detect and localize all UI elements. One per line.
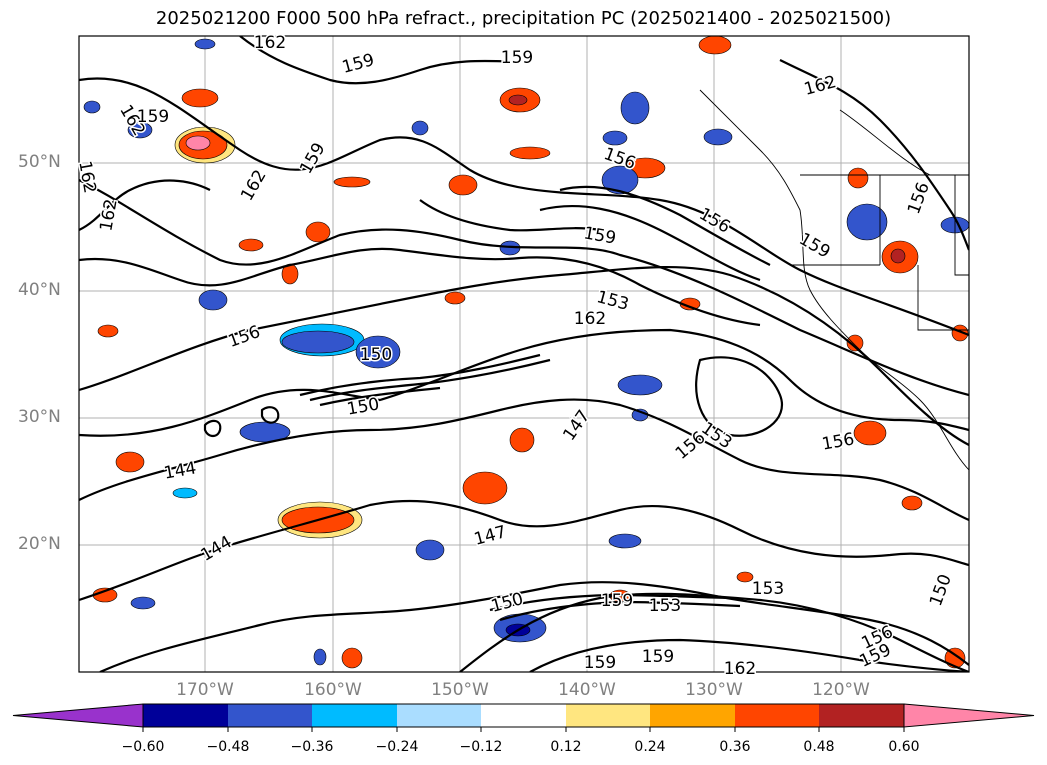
chart-title: 2025021200 F000 500 hPa refract., precip… <box>155 8 892 29</box>
map-frame <box>78 35 970 673</box>
contour-label: 159 <box>642 647 674 667</box>
colorbar-label: 0.36 <box>719 739 751 755</box>
lat-label-50: 50°N <box>18 152 61 172</box>
colorbar-label: −0.48 <box>206 739 250 755</box>
lon-label-160w: 160°W <box>304 680 362 700</box>
lat-label-20: 20°N <box>18 534 61 554</box>
contour-label: 150 <box>345 394 380 419</box>
contour-label: 150 <box>360 345 392 365</box>
colorbar-label: −0.36 <box>290 739 334 755</box>
colorbar-label: −0.12 <box>459 739 503 755</box>
contour-label: 159 <box>584 653 616 673</box>
coastlines <box>699 89 969 471</box>
colorbar-label: 0.60 <box>888 739 920 755</box>
lon-label-150w: 150°W <box>431 680 489 700</box>
lon-label-140w: 140°W <box>558 680 616 700</box>
contour-label: 162 <box>74 159 99 194</box>
contour-label: 162 <box>574 309 606 329</box>
lon-label-120w: 120°W <box>812 680 870 700</box>
contour-label: 159 <box>137 107 169 127</box>
lat-label-40: 40°N <box>18 280 61 300</box>
contour-label: 153 <box>752 579 784 599</box>
lon-label-170w: 170°W <box>176 680 234 700</box>
colorbar-label: 0.48 <box>803 739 835 755</box>
contour-label: 153 <box>649 596 681 616</box>
lon-label-130w: 130°W <box>685 680 743 700</box>
contour-label: 159 <box>601 591 633 611</box>
refractivity-contours <box>79 36 969 672</box>
colorbar-label: 0.24 <box>634 739 666 755</box>
contour-label: 159 <box>501 48 533 68</box>
colorbar-label: −0.24 <box>375 739 419 755</box>
contour-label: 162 <box>254 33 286 53</box>
contour-label: 162 <box>724 659 756 679</box>
colorbar-label: 0.12 <box>550 739 582 755</box>
colorbar-label: −0.60 <box>121 739 165 755</box>
precip-positive-patches <box>92 36 969 669</box>
precip-negative-patches <box>83 38 969 666</box>
lat-label-30: 30°N <box>18 407 61 427</box>
